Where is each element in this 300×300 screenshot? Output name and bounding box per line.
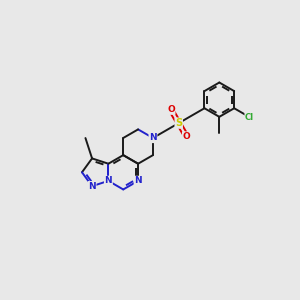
Text: N: N (134, 176, 142, 185)
Text: Cl: Cl (245, 113, 254, 122)
Text: N: N (88, 182, 96, 191)
Text: S: S (175, 118, 182, 128)
Text: O: O (183, 132, 190, 141)
Text: O: O (167, 105, 175, 114)
Text: N: N (149, 134, 157, 142)
Text: N: N (105, 176, 112, 185)
